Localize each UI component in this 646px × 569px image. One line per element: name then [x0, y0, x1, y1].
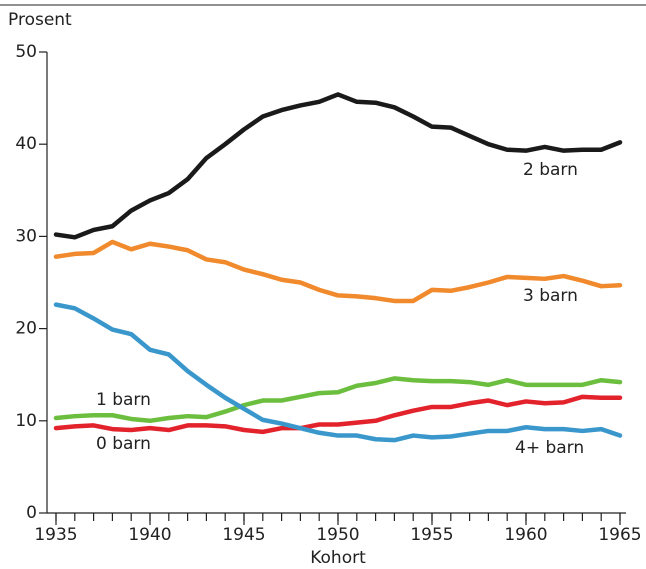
x-axis-label: Kohort	[310, 548, 366, 568]
series-line	[53, 302, 623, 443]
x-tick-label: 1955	[410, 525, 453, 545]
y-tick-label: 50	[15, 42, 37, 62]
series-line	[53, 394, 623, 435]
y-tick-label: 20	[15, 319, 37, 339]
x-tick-label: 1935	[34, 525, 77, 545]
y-axis-label: Prosent	[8, 10, 72, 30]
y-tick-label: 10	[15, 411, 37, 431]
series-label: 2 barn	[523, 160, 578, 180]
y-tick-label: 30	[15, 226, 37, 246]
x-tick-label: 1950	[316, 525, 359, 545]
y-tick-label: 40	[15, 134, 37, 154]
series-line	[53, 239, 623, 304]
series-label: 0 barn	[96, 434, 151, 454]
x-tick-label: 1960	[504, 525, 547, 545]
x-tick-label: 1940	[128, 525, 171, 545]
series-line	[53, 92, 623, 240]
y-tick-label: 0	[26, 503, 37, 523]
x-tick-label: 1965	[598, 525, 641, 545]
x-tick-label: 1945	[222, 525, 265, 545]
series-line	[53, 376, 623, 424]
series-label: 3 barn	[523, 286, 578, 306]
series-label: 1 barn	[96, 390, 151, 410]
series-label: 4+ barn	[515, 438, 584, 458]
